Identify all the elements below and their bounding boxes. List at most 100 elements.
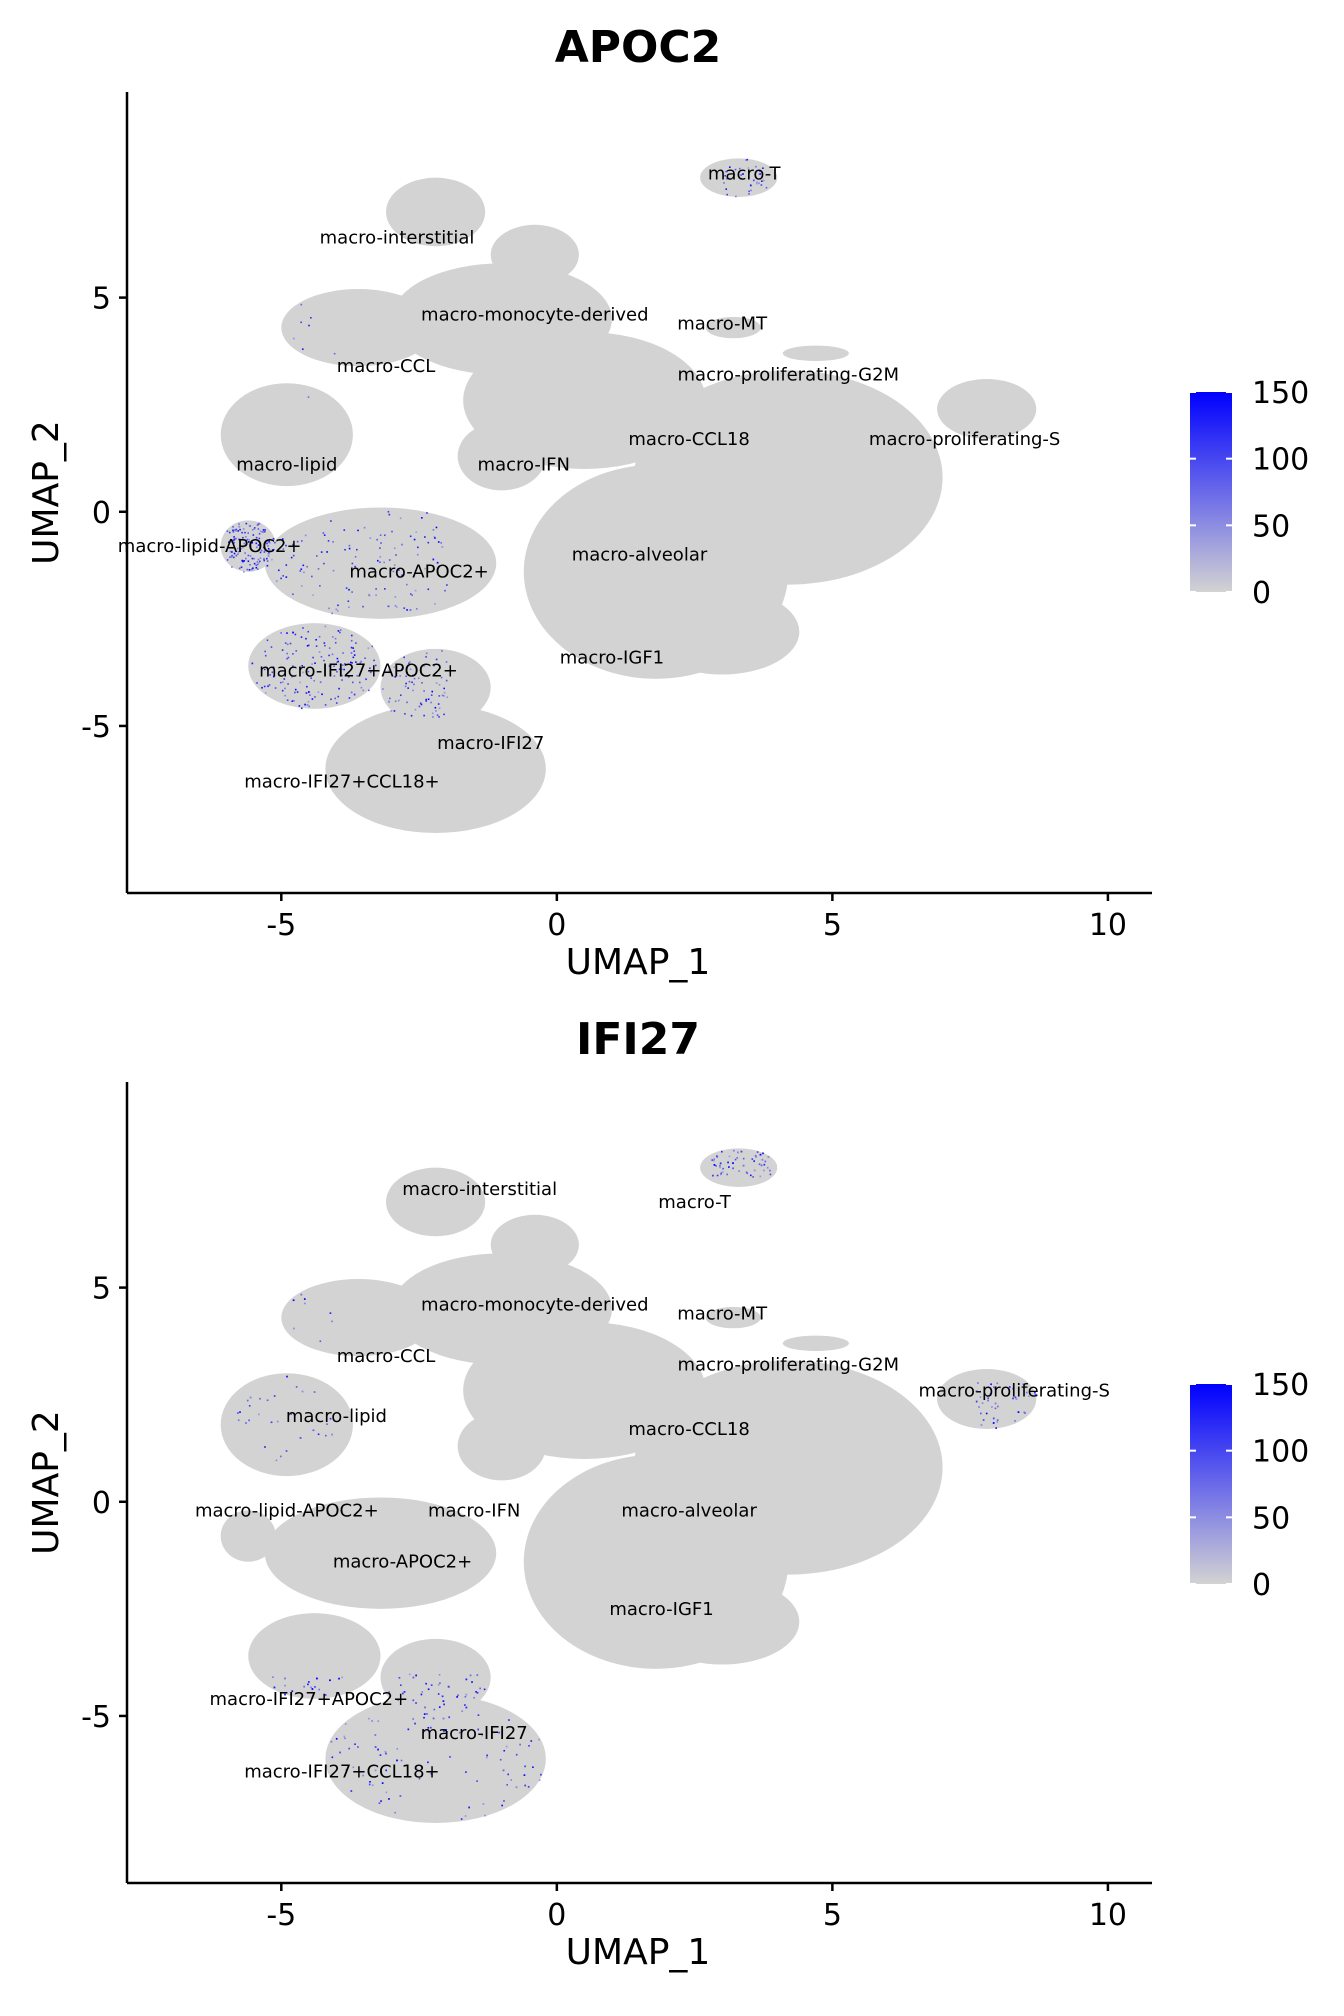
cell-point <box>308 705 310 708</box>
cluster-label: macro-lipid <box>286 1406 387 1427</box>
cell-point <box>399 675 401 677</box>
cell-point <box>329 1679 331 1682</box>
cell-point <box>367 647 370 650</box>
cell-cluster-region <box>220 383 353 487</box>
cell-point <box>994 1402 997 1405</box>
cell-point <box>425 1682 427 1685</box>
cell-point <box>308 691 310 693</box>
cell-point <box>234 529 236 531</box>
cell-point <box>353 654 356 656</box>
cell-point <box>334 697 337 700</box>
cell-point <box>398 699 400 702</box>
cell-point <box>269 549 271 551</box>
cell-point <box>724 170 727 173</box>
cell-point <box>981 1402 984 1404</box>
cell-point <box>331 653 334 656</box>
cell-point <box>441 694 444 697</box>
cell-point <box>754 1154 757 1157</box>
cell-point <box>307 700 310 703</box>
cell-point <box>471 1681 473 1683</box>
cell-point <box>241 531 243 534</box>
cell-point <box>232 529 234 532</box>
cell-point <box>742 1164 745 1167</box>
cell-point <box>446 584 448 586</box>
cell-point <box>404 713 406 715</box>
cell-point <box>1017 1411 1020 1413</box>
cell-point <box>376 538 379 541</box>
cell-point <box>446 1730 448 1733</box>
cell-point <box>468 1806 470 1809</box>
cell-point <box>756 1151 759 1153</box>
cell-point <box>281 649 284 651</box>
cell-point <box>356 548 358 551</box>
cell-point <box>238 525 240 528</box>
cell-point <box>752 1176 754 1178</box>
cell-point <box>476 1691 479 1694</box>
cell-point <box>246 568 249 571</box>
cluster-label: macro-IFN <box>428 1500 520 1521</box>
y-tick-label: 5 <box>92 1272 111 1307</box>
cell-point <box>380 1800 382 1802</box>
legend-tick-label: 100 <box>1252 443 1309 478</box>
cell-point <box>311 698 314 700</box>
cell-point <box>432 716 434 718</box>
cell-point <box>515 1786 518 1789</box>
cell-point <box>299 667 302 669</box>
cell-point <box>264 1446 266 1448</box>
cell-point <box>292 593 294 596</box>
cell-point <box>256 524 259 526</box>
cell-point <box>443 713 445 716</box>
cell-point <box>339 629 342 631</box>
expression-points <box>237 1149 1038 1820</box>
cell-point <box>333 665 335 667</box>
cell-point <box>341 674 343 677</box>
cell-point <box>394 596 397 598</box>
cell-point <box>350 1790 353 1792</box>
cell-point <box>403 1691 406 1693</box>
cluster-label: macro-IGF1 <box>560 647 664 668</box>
cell-point <box>257 558 260 561</box>
cell-point <box>406 583 408 586</box>
cell-point <box>301 348 304 350</box>
cell-point <box>475 1691 477 1693</box>
cell-point <box>284 674 286 676</box>
cell-point <box>244 552 246 554</box>
cell-point <box>242 546 244 549</box>
cell-point <box>465 1693 468 1696</box>
cell-point <box>326 1423 328 1425</box>
cell-point <box>465 1771 467 1773</box>
cell-point <box>317 691 320 693</box>
cell-point <box>258 532 261 535</box>
cell-point <box>477 1728 480 1731</box>
cell-point <box>725 188 728 190</box>
cell-point <box>368 1717 370 1720</box>
cell-point <box>430 694 433 697</box>
cell-point <box>515 1753 518 1756</box>
cell-point <box>337 630 340 632</box>
cell-point <box>266 639 269 642</box>
cell-point <box>328 665 331 667</box>
cell-point <box>721 1150 723 1153</box>
cell-point <box>403 607 406 610</box>
cell-point <box>765 186 768 189</box>
cell-point <box>348 1747 351 1750</box>
cell-point <box>328 607 330 610</box>
cell-point <box>391 530 393 533</box>
cell-point <box>397 1698 399 1701</box>
cell-point <box>726 1173 729 1176</box>
cell-point <box>329 1312 332 1314</box>
cell-point <box>351 662 353 664</box>
cell-point <box>284 1684 286 1687</box>
cell-point <box>324 644 326 647</box>
cell-point <box>423 665 425 668</box>
cell-point <box>388 559 391 561</box>
cell-point <box>333 675 336 677</box>
y-axis-title: UMAP_2 <box>26 1410 67 1555</box>
cell-point <box>334 641 337 644</box>
cell-point <box>292 653 294 655</box>
cell-point <box>380 542 382 544</box>
cell-point <box>383 534 386 537</box>
color-legend: 0 50 100 150 <box>1190 1368 1309 1603</box>
legend-tick-label: 0 <box>1252 576 1271 611</box>
cell-point <box>406 609 408 611</box>
